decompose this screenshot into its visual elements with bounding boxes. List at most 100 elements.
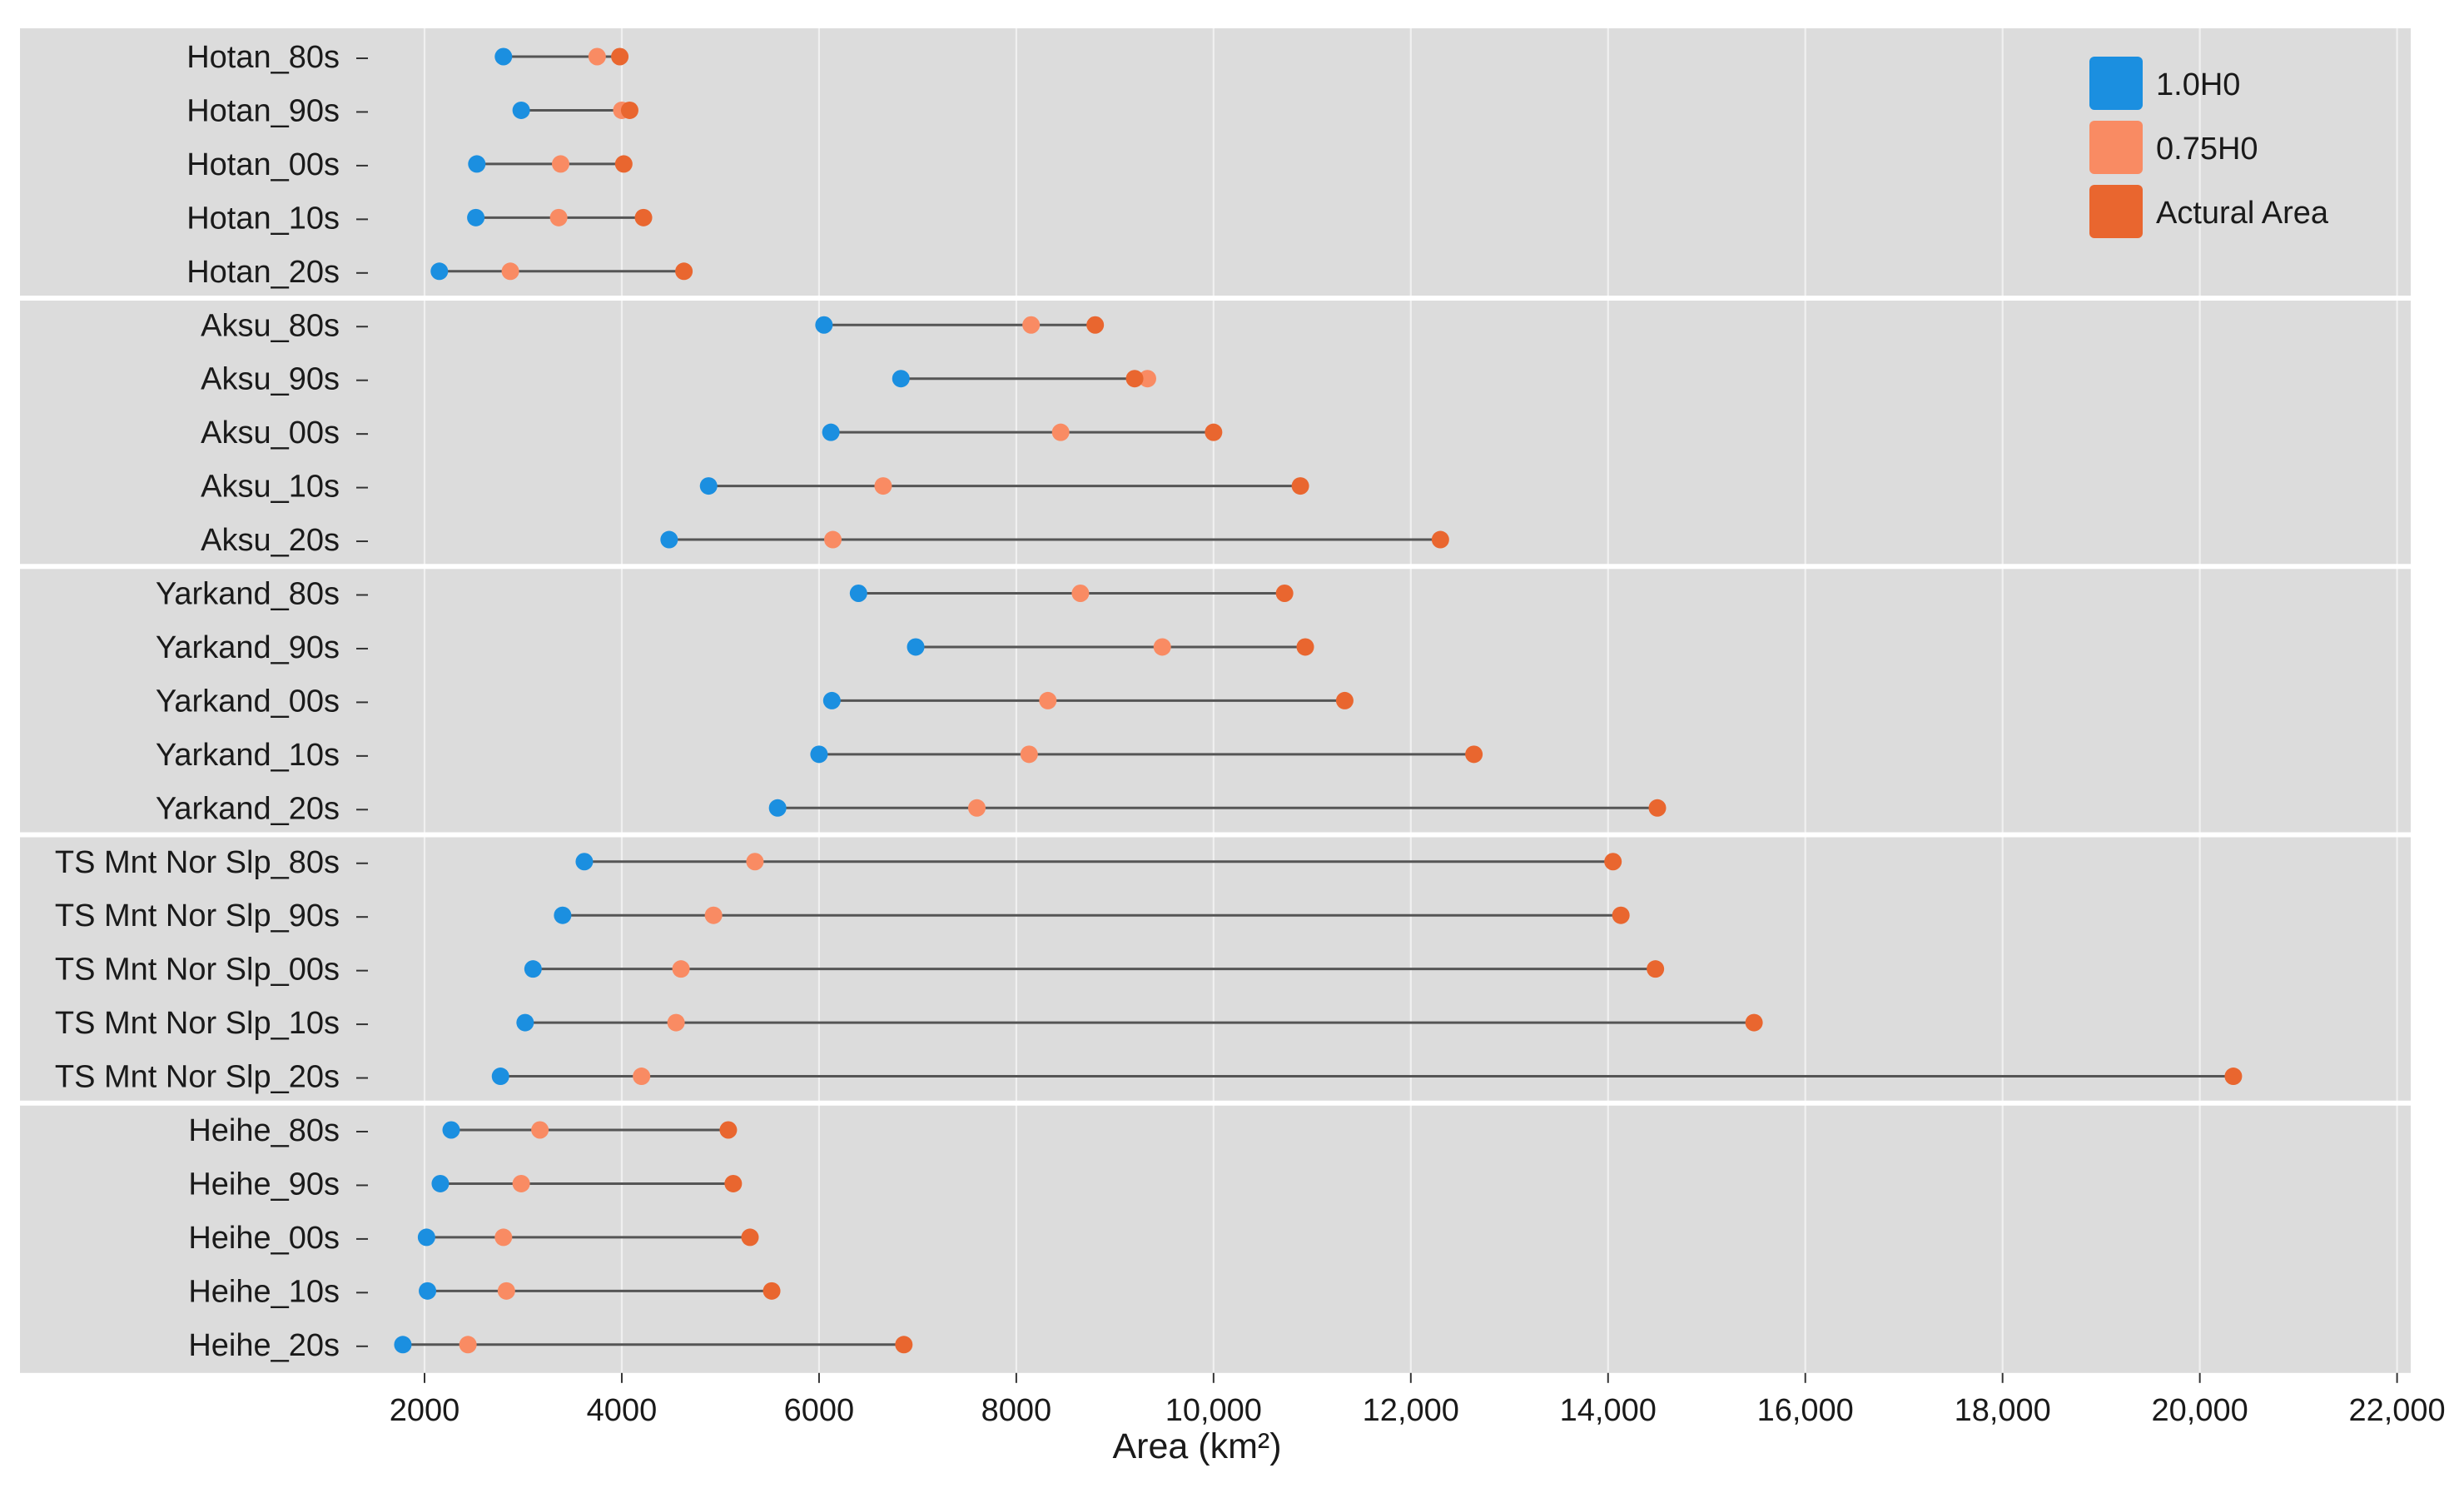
group-panel-heihe bbox=[20, 1103, 2411, 1373]
point-actual bbox=[675, 262, 693, 281]
x-tick-label: 10,000 bbox=[1165, 1393, 1262, 1428]
y-tick-label: Heihe_00s bbox=[188, 1221, 340, 1256]
y-axis-category-labels: Hotan_80s Hotan_90s Hotan_00s Hotan_10s Hota… bbox=[55, 40, 368, 1363]
point-h075 bbox=[512, 1174, 530, 1192]
point-h10 bbox=[699, 477, 718, 495]
point-h10 bbox=[660, 530, 678, 549]
point-actual bbox=[1612, 906, 1630, 924]
legend-swatch-h10 bbox=[2089, 57, 2143, 110]
legend-swatch-actual bbox=[2089, 185, 2143, 238]
legend-label-actual: Actural Area bbox=[2156, 196, 2329, 231]
point-h075 bbox=[633, 1068, 651, 1086]
point-h10 bbox=[467, 208, 485, 226]
point-actual bbox=[1431, 530, 1449, 549]
point-h075 bbox=[1022, 316, 1041, 334]
point-h10 bbox=[892, 370, 910, 388]
point-h075 bbox=[667, 1013, 685, 1032]
y-tick-label: TS Mnt Nor Slp_00s bbox=[55, 953, 340, 988]
x-tick-label: 22,000 bbox=[2348, 1393, 2445, 1428]
y-tick-label: Yarkand_10s bbox=[156, 738, 340, 773]
point-h075 bbox=[874, 477, 892, 495]
point-h075 bbox=[1039, 691, 1057, 709]
point-actual bbox=[1125, 370, 1144, 388]
y-tick-label: Aksu_00s bbox=[201, 416, 340, 450]
y-tick-label: Heihe_80s bbox=[188, 1113, 340, 1148]
point-h10 bbox=[907, 638, 925, 656]
point-h075 bbox=[967, 799, 986, 817]
point-h075 bbox=[1020, 745, 1038, 764]
point-h10 bbox=[417, 1228, 435, 1247]
point-h10 bbox=[575, 853, 594, 871]
point-h10 bbox=[394, 1336, 412, 1354]
point-h075 bbox=[672, 960, 690, 978]
y-tick-label: Heihe_20s bbox=[188, 1328, 340, 1363]
point-actual bbox=[2224, 1068, 2243, 1086]
point-actual bbox=[634, 208, 653, 226]
legend-label-h10: 1.0H0 bbox=[2156, 67, 2240, 102]
y-tick-label: Hotan_80s bbox=[186, 40, 340, 75]
point-actual bbox=[1604, 853, 1622, 871]
point-h10 bbox=[815, 316, 833, 334]
x-tick-label: 2000 bbox=[390, 1393, 460, 1428]
x-tick-label: 14,000 bbox=[1560, 1393, 1657, 1428]
point-actual bbox=[724, 1174, 743, 1192]
point-actual bbox=[620, 101, 638, 119]
point-h075 bbox=[501, 262, 519, 281]
point-h10 bbox=[822, 423, 840, 441]
point-h10 bbox=[512, 101, 530, 119]
point-h075 bbox=[552, 155, 570, 173]
dumbbell-points bbox=[394, 47, 2243, 1354]
y-tick-label: Aksu_10s bbox=[201, 470, 340, 505]
point-actual bbox=[895, 1336, 913, 1354]
point-h10 bbox=[768, 799, 787, 817]
x-axis-title: Area (km²) bbox=[1112, 1426, 1281, 1466]
point-h10 bbox=[430, 262, 449, 281]
y-tick-label: TS Mnt Nor Slp_90s bbox=[55, 898, 340, 933]
dumbbell-segments bbox=[402, 55, 2233, 1346]
y-tick-label: Aksu_80s bbox=[201, 308, 340, 343]
point-actual bbox=[1465, 745, 1483, 764]
y-tick-label: TS Mnt Nor Slp_20s bbox=[55, 1060, 340, 1095]
point-h10 bbox=[419, 1282, 437, 1300]
point-actual bbox=[1086, 316, 1105, 334]
point-h075 bbox=[1153, 638, 1171, 656]
group-panel-hotan bbox=[20, 28, 2411, 298]
point-h075 bbox=[588, 47, 606, 66]
point-actual bbox=[1205, 423, 1223, 441]
point-h075 bbox=[704, 906, 723, 924]
x-tick-label: 12,000 bbox=[1363, 1393, 1459, 1428]
point-h10 bbox=[524, 960, 542, 978]
point-h10 bbox=[516, 1013, 534, 1032]
point-actual bbox=[1296, 638, 1314, 656]
point-actual bbox=[1291, 477, 1309, 495]
y-tick-label: Hotan_00s bbox=[186, 147, 340, 182]
point-h075 bbox=[824, 530, 842, 549]
point-h10 bbox=[494, 47, 513, 66]
point-actual bbox=[614, 155, 633, 173]
point-actual bbox=[1648, 799, 1667, 817]
point-actual bbox=[611, 47, 629, 66]
y-tick-label: Hotan_10s bbox=[186, 201, 340, 236]
point-h075 bbox=[1071, 585, 1090, 602]
point-h075 bbox=[746, 853, 764, 871]
point-h10 bbox=[849, 585, 867, 602]
legend: 1.0H0 0.75H0 Actural Area bbox=[2089, 57, 2329, 238]
point-h10 bbox=[822, 691, 841, 709]
legend-swatch-h075 bbox=[2089, 121, 2143, 174]
x-tick-label: 4000 bbox=[587, 1393, 658, 1428]
x-tick-label: 16,000 bbox=[1757, 1393, 1854, 1428]
point-actual bbox=[719, 1121, 738, 1139]
point-actual bbox=[741, 1228, 759, 1247]
point-h10 bbox=[442, 1121, 460, 1139]
point-h10 bbox=[810, 745, 828, 764]
point-actual bbox=[1335, 691, 1354, 709]
y-tick-label: Heihe_90s bbox=[188, 1167, 340, 1202]
y-tick-label: Aksu_20s bbox=[201, 523, 340, 558]
y-tick-label: TS Mnt Nor Slp_10s bbox=[55, 1006, 340, 1041]
y-tick-label: Yarkand_20s bbox=[156, 791, 340, 826]
x-tick-label: 8000 bbox=[981, 1393, 1052, 1428]
point-actual bbox=[1745, 1013, 1763, 1032]
y-tick-label: Hotan_90s bbox=[186, 93, 340, 128]
point-h075 bbox=[1138, 370, 1156, 388]
